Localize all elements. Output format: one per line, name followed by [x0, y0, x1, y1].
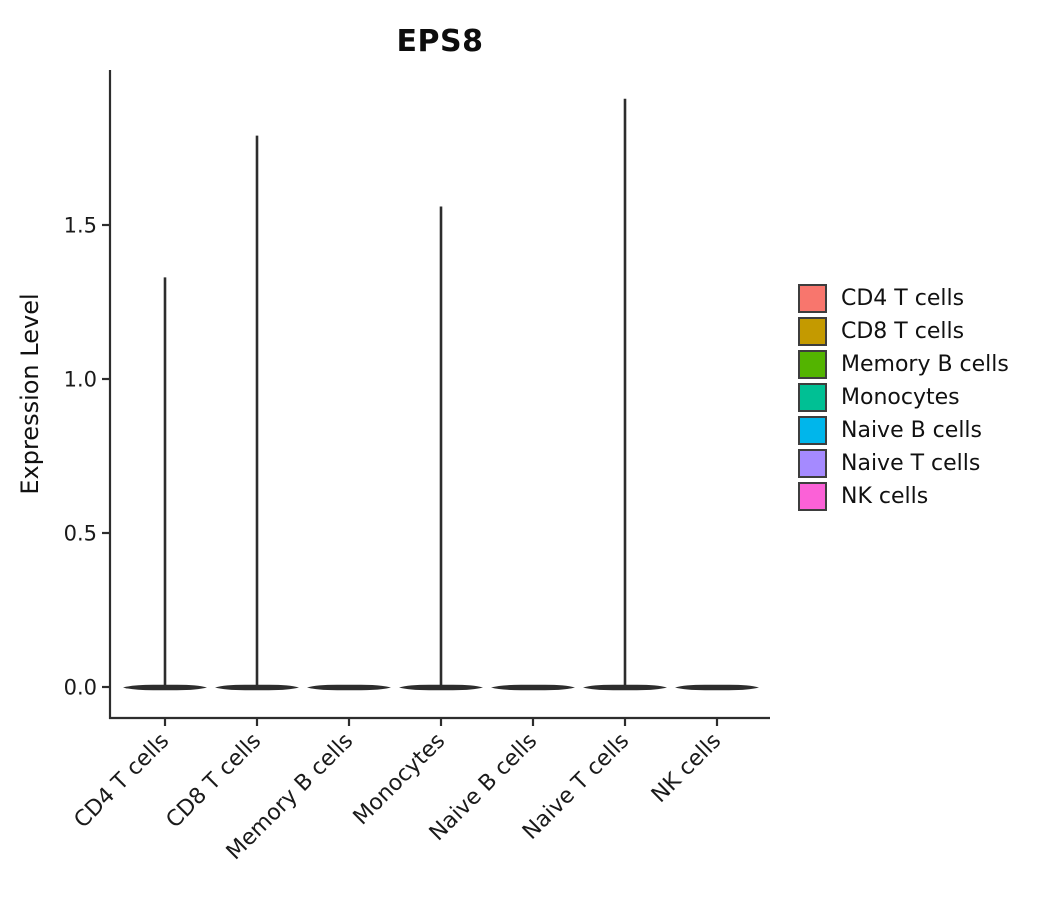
legend-swatch — [798, 350, 827, 379]
legend-item: Monocytes — [798, 383, 1009, 412]
legend: CD4 T cells CD8 T cells Memory B cells Mono… — [798, 284, 1009, 511]
legend-item: Memory B cells — [798, 350, 1009, 379]
violin-body — [399, 684, 483, 691]
violin-body — [307, 684, 391, 691]
y-tick-label: 0.5 — [64, 522, 97, 546]
violin-body — [491, 684, 575, 691]
x-category-label: Monocytes — [349, 729, 451, 831]
legend-label: NK cells — [841, 484, 929, 509]
legend-label: Monocytes — [841, 385, 960, 410]
y-tick-label: 0.0 — [64, 676, 97, 700]
violin-body — [583, 684, 667, 691]
violin-body — [675, 684, 759, 691]
y-tick-label: 1.0 — [64, 368, 97, 392]
legend-item: CD8 T cells — [798, 317, 1009, 346]
y-tick-label: 1.5 — [64, 214, 97, 238]
legend-label: Naive B cells — [841, 418, 983, 443]
legend-swatch — [798, 284, 827, 313]
legend-item: CD4 T cells — [798, 284, 1009, 313]
legend-label: Naive T cells — [841, 451, 981, 476]
legend-swatch — [798, 449, 827, 478]
legend-item: NK cells — [798, 482, 1009, 511]
legend-label: CD8 T cells — [841, 319, 965, 344]
legend-item: Naive B cells — [798, 416, 1009, 445]
violin-body — [215, 684, 299, 691]
legend-item: Naive T cells — [798, 449, 1009, 478]
legend-swatch — [798, 383, 827, 412]
legend-swatch — [798, 416, 827, 445]
legend-label: CD4 T cells — [841, 286, 965, 311]
legend-swatch — [798, 482, 827, 511]
x-category-label: CD4 T cells — [70, 729, 175, 834]
plot-title: EPS8 — [396, 24, 484, 59]
x-category-label: NK cells — [647, 729, 726, 808]
violin-body — [123, 684, 207, 691]
legend-label: Memory B cells — [841, 352, 1009, 377]
legend-swatch — [798, 317, 827, 346]
